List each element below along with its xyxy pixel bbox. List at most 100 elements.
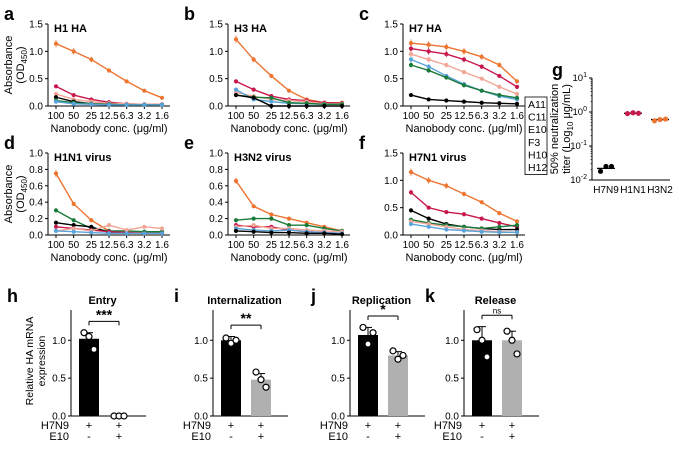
y-axis-label-open: (OD [15, 192, 27, 212]
panel-c: 0.0 0.5 1.0 1.5 100 50 25 12.5 6.3 3.2 1.6Nanobody… [359, 4, 525, 135]
panel-letter: f [359, 133, 366, 153]
x-tick-label: 50 [423, 111, 435, 122]
condition-sign: - [87, 431, 91, 443]
y-tick-base: 10 [570, 175, 581, 186]
replicate-point [478, 336, 486, 344]
y-tick-label: 0.0 [194, 412, 208, 423]
series-line-E10 [235, 38, 342, 104]
x-tick-label: 3.2 [492, 111, 506, 122]
data-point-E10 [514, 79, 520, 84]
data-point-A11 [514, 84, 520, 89]
legend-entry-E10: E10 [528, 124, 547, 136]
data-point-C11 [286, 103, 292, 109]
data-point-A11 [479, 216, 484, 221]
x-axis-label: Nanobody conc. (μg/ml) [406, 252, 523, 264]
data-point-F3 [233, 87, 239, 92]
x-tick-label: 3.2 [492, 240, 506, 251]
x-tick-label: 100 [48, 111, 65, 122]
y-axis-label: Absorbance [3, 165, 15, 224]
data-point [608, 163, 615, 170]
y-tick-label: 1.0 [209, 149, 223, 160]
replicate-point [252, 368, 260, 376]
significance-label: * [380, 301, 386, 317]
y-tick-label: 0.5 [384, 74, 398, 85]
data-point-F3 [408, 221, 414, 227]
x-tick-label: 1.6 [510, 240, 524, 251]
replicate-point [85, 332, 93, 341]
replicate-point [359, 323, 367, 332]
data-point [651, 118, 658, 124]
data-point-C11 [497, 101, 502, 106]
y-tick-label: 0.0 [209, 102, 223, 113]
data-point-H10 [142, 224, 147, 229]
y-tick-label: 0.0 [52, 412, 66, 423]
y-tick-label: 0.4 [29, 198, 43, 209]
y-axis-label-sub: 450 [20, 50, 29, 64]
data-point-A11 [71, 92, 76, 98]
panel-j: 0.00.51.0*H7N9 + +E10- +j Replication [310, 286, 425, 443]
y-tick-label: 0.5 [209, 74, 223, 85]
x-axis-label: Nanobody conc. (μg/ml) [51, 123, 168, 135]
x-tick-label: 3.2 [317, 111, 331, 122]
data-point-H12 [444, 75, 449, 80]
panel-f: 0.0 0.5 1.0 1.5 100 50 25 12.5 6.3 3.2 1.6Nanobody… [359, 133, 525, 264]
y-tick-label: 1.0 [445, 336, 459, 347]
data-point-C11 [339, 232, 345, 237]
replicate-point [508, 336, 516, 344]
data-point-E10 [89, 218, 94, 223]
data-point-E10 [479, 54, 484, 59]
y-tick-label: 1.0 [29, 47, 43, 58]
data-point-C11 [408, 208, 414, 213]
data-point-H12 [251, 216, 256, 221]
x-tick-label: 100 [228, 240, 245, 251]
data-point-F3 [106, 102, 112, 108]
y-tick-label: 0.2 [29, 214, 43, 225]
x-tick-label: 3.2 [317, 240, 331, 251]
x-tick-label: 3.2 [137, 111, 151, 122]
condition-sign: + [365, 420, 371, 432]
y-axis-label-close: ) [15, 175, 27, 179]
condition-sign: - [480, 431, 484, 443]
data-point-F3 [89, 230, 94, 235]
panel-letter: c [359, 4, 369, 24]
replicate-point [399, 351, 407, 360]
y-axis-label-open: (OD [15, 63, 27, 83]
replicate-point [369, 329, 377, 337]
data-point-E10 [461, 191, 467, 197]
y-axis-label: 50% neutralization [549, 84, 561, 175]
x-tick-label: 6.3 [300, 240, 314, 251]
condition-label-E10: E10 [49, 431, 69, 443]
data-point-E10 [106, 68, 112, 73]
data-point-E10 [71, 201, 76, 206]
data-point-C11 [426, 97, 431, 102]
y-tick-label: 0.4 [209, 198, 223, 209]
x-tick-label: 6.3 [475, 111, 489, 122]
condition-sign: + [395, 420, 401, 432]
data-point-E10 [286, 216, 292, 221]
bar [221, 340, 241, 416]
data-point-F3 [53, 99, 59, 104]
data-point-E10 [71, 49, 76, 54]
panel-title: Release [475, 295, 517, 307]
condition-sign: - [366, 431, 370, 443]
x-tick-label: 12.5 [279, 240, 299, 251]
data-point [635, 110, 642, 116]
panel-title: H7N1 virus [409, 152, 466, 164]
data-point-A11 [461, 57, 467, 62]
x-tick-label: 25 [441, 240, 453, 251]
condition-sign: + [479, 420, 485, 432]
data-point-F3 [124, 102, 129, 108]
x-tick-label: 50 [68, 240, 80, 251]
data-point-C11 [286, 230, 292, 235]
panel-title: Entry [88, 295, 117, 307]
panel-e: 0.0 0.2 0.4 0.6 0.8 1.0 100 50 25 12.5 6.3 3.2 1.6Na… [184, 133, 350, 264]
condition-label-E10: E10 [442, 431, 462, 443]
replicate-point [90, 345, 98, 353]
y-tick-label: 0.8 [209, 165, 223, 176]
data-point-C11 [322, 231, 327, 236]
data-point-F3 [159, 102, 165, 108]
data-point-E10 [444, 44, 449, 50]
data-point-F3 [106, 231, 112, 236]
replicate-point [503, 327, 511, 335]
panel-title: Internalization [207, 295, 282, 307]
